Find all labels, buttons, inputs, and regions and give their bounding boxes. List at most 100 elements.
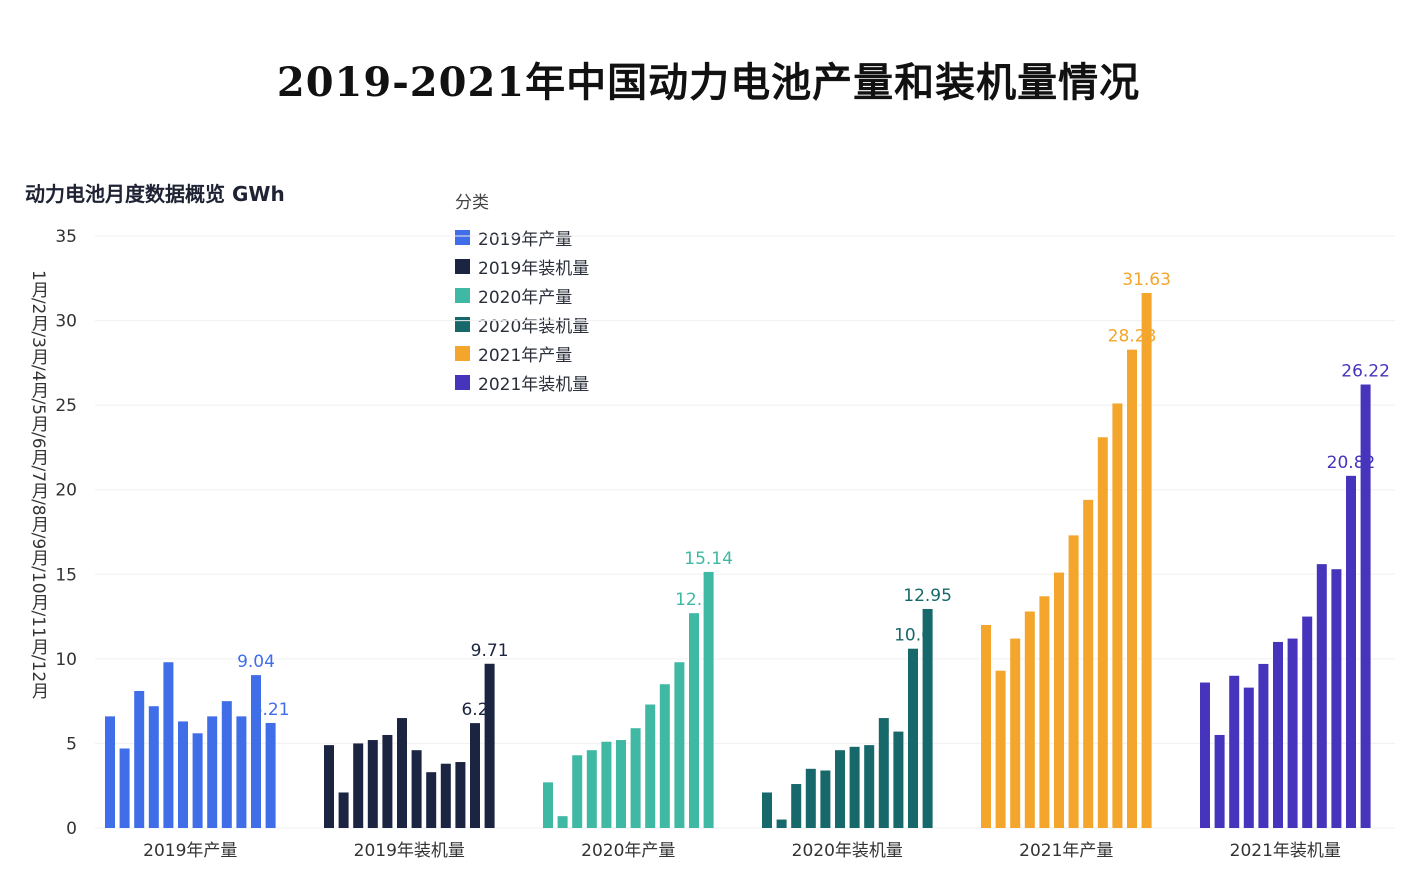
bar bbox=[1068, 535, 1079, 828]
bar bbox=[192, 733, 203, 828]
bar bbox=[1200, 682, 1210, 828]
bar bbox=[776, 819, 787, 828]
bar bbox=[805, 768, 816, 828]
bar bbox=[762, 792, 772, 828]
bar bbox=[981, 625, 991, 828]
data-label: 26.22 bbox=[1341, 362, 1390, 382]
bar bbox=[1127, 349, 1137, 828]
bar bbox=[1214, 734, 1225, 828]
legend-label: 2020年产量 bbox=[478, 288, 573, 308]
data-label: 10.6 bbox=[894, 626, 932, 646]
x-tick-label: 2019年产量 bbox=[143, 841, 237, 861]
legend-label: 2021年产量 bbox=[478, 346, 573, 366]
bar bbox=[572, 755, 583, 828]
bar bbox=[163, 662, 174, 828]
bar bbox=[878, 718, 889, 828]
x-tick-label: 2019年装机量 bbox=[354, 841, 465, 861]
bar bbox=[645, 704, 656, 828]
bar bbox=[922, 608, 933, 828]
y-axis-label: 1月/2月/3月/4月/5月/6月/7月/8月/9月/10月/11月/12月 bbox=[28, 270, 48, 700]
y-tick-label: 5 bbox=[66, 734, 77, 754]
bar bbox=[616, 740, 626, 828]
y-tick-label: 20 bbox=[55, 481, 77, 501]
y-tick-label: 35 bbox=[55, 227, 77, 247]
bar bbox=[630, 728, 641, 828]
bar bbox=[105, 716, 115, 828]
legend-item: 2021年产量 bbox=[455, 339, 589, 368]
bar bbox=[324, 745, 334, 828]
bar bbox=[178, 721, 188, 828]
bar bbox=[586, 750, 597, 828]
bar bbox=[659, 684, 670, 828]
bar bbox=[543, 782, 553, 828]
data-label: 15.14 bbox=[684, 549, 733, 569]
bar bbox=[849, 746, 860, 828]
legend-swatch bbox=[455, 375, 470, 390]
x-tick-label: 2021年产量 bbox=[1019, 841, 1113, 861]
bar bbox=[703, 571, 714, 828]
bar bbox=[411, 750, 422, 828]
bar bbox=[1287, 638, 1298, 828]
bar bbox=[557, 816, 568, 828]
bar bbox=[791, 784, 802, 828]
legend-swatch bbox=[455, 288, 470, 303]
legend: 分类 2019年产量 2019年装机量 2020年产量 2020年装机量 2021年产量… bbox=[455, 188, 589, 397]
legend-item: 2019年产量 bbox=[455, 223, 589, 252]
bar bbox=[1258, 663, 1269, 828]
chart-subtitle: 动力电池月度数据概览 GWh bbox=[25, 182, 285, 206]
bar bbox=[1273, 641, 1283, 828]
x-tick-label: 2020年产量 bbox=[581, 841, 675, 861]
bar bbox=[440, 763, 451, 828]
bar bbox=[1302, 616, 1313, 828]
y-tick-label: 30 bbox=[55, 312, 77, 332]
bar bbox=[908, 648, 918, 828]
bar bbox=[1243, 687, 1254, 828]
bar bbox=[134, 690, 145, 828]
bar bbox=[148, 706, 159, 828]
bar bbox=[338, 792, 349, 828]
bar bbox=[1024, 611, 1035, 828]
bar bbox=[221, 701, 232, 828]
data-label: 9.04 bbox=[237, 652, 275, 672]
bar bbox=[236, 716, 247, 828]
bar bbox=[1039, 596, 1050, 828]
bar bbox=[265, 722, 276, 828]
bar bbox=[1141, 293, 1152, 829]
x-tick-label: 2020年装机量 bbox=[792, 841, 903, 861]
bar bbox=[1112, 403, 1123, 828]
bar bbox=[601, 741, 612, 828]
bar bbox=[353, 743, 364, 828]
data-label: 6.2 bbox=[461, 700, 488, 720]
bar bbox=[864, 745, 875, 828]
bar bbox=[1083, 499, 1094, 828]
bar bbox=[367, 740, 378, 828]
x-tick-label: 2021年装机量 bbox=[1230, 841, 1341, 861]
legend-label: 2019年装机量 bbox=[478, 259, 590, 279]
bar bbox=[470, 723, 480, 828]
legend-item: 2021年装机量 bbox=[455, 368, 589, 397]
bar bbox=[455, 762, 466, 828]
bar bbox=[1097, 437, 1108, 828]
data-label: 6.21 bbox=[252, 700, 290, 720]
bar bbox=[1331, 569, 1342, 828]
legend-swatch bbox=[455, 346, 470, 361]
bar bbox=[1346, 475, 1356, 828]
chart-title: 2019-2021年中国动力电池产量和装机量情况 bbox=[276, 59, 1141, 106]
bar bbox=[251, 675, 261, 828]
bar bbox=[382, 734, 393, 828]
legend-label: 2020年装机量 bbox=[478, 317, 590, 337]
y-tick-label: 10 bbox=[55, 650, 77, 670]
bar bbox=[484, 663, 495, 828]
legend-label: 2019年产量 bbox=[478, 230, 573, 250]
data-label: 31.63 bbox=[1122, 270, 1171, 290]
bar bbox=[820, 770, 831, 828]
bar bbox=[1010, 638, 1021, 828]
legend-item: 2019年装机量 bbox=[455, 252, 589, 281]
data-label: 12.95 bbox=[903, 586, 952, 606]
legend-item: 2020年产量 bbox=[455, 281, 589, 310]
bar bbox=[1316, 564, 1327, 828]
data-label: 12.7 bbox=[675, 590, 713, 610]
bar bbox=[1054, 572, 1064, 828]
data-label: 9.71 bbox=[471, 641, 509, 661]
bar bbox=[674, 662, 685, 828]
